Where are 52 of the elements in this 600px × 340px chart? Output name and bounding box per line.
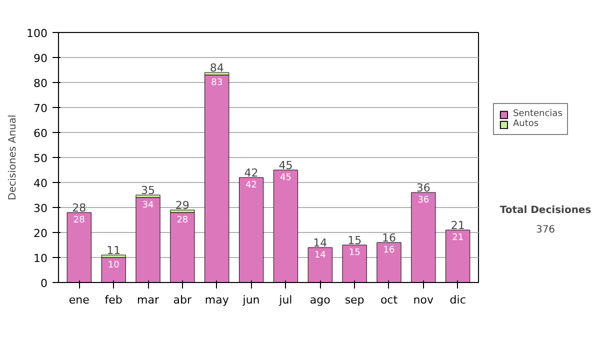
total-label: 29 xyxy=(175,199,190,212)
y-tick-label: 40 xyxy=(34,177,48,190)
data-label: 15 xyxy=(348,248,360,258)
total-label: 42 xyxy=(244,166,258,180)
total-label: 11 xyxy=(106,244,121,257)
data-label: 42 xyxy=(246,180,258,190)
total-label: 14 xyxy=(313,236,328,250)
y-tick-label: 60 xyxy=(34,127,48,140)
data-label: 16 xyxy=(383,246,395,256)
total-label: 45 xyxy=(278,159,293,172)
x-tick-label: jul xyxy=(278,294,292,306)
x-tick-label: dic xyxy=(450,294,466,306)
x-tick-label: sep xyxy=(344,294,364,306)
total-label: 35 xyxy=(141,184,156,197)
text: Total Decisiones xyxy=(500,205,592,216)
total-label: 21 xyxy=(450,219,465,232)
y-tick-label: 80 xyxy=(34,77,48,90)
y-axis-title: Decisiones Anual xyxy=(8,114,19,200)
total-label: 28 xyxy=(72,202,86,214)
data-label: 21 xyxy=(452,233,464,243)
text: 376 xyxy=(536,224,556,236)
data-label: 10 xyxy=(108,260,120,270)
total-label: 16 xyxy=(382,232,396,244)
y-tick-label: 10 xyxy=(34,252,48,265)
x-tick-label: nov xyxy=(413,294,434,306)
data-label: 34 xyxy=(142,200,154,210)
total-label: 36 xyxy=(416,182,430,194)
y-tick-label: 70 xyxy=(34,102,48,115)
x-tick-label: oct xyxy=(380,294,398,306)
data-label: 28 xyxy=(176,216,188,226)
y-tick-label: 0 xyxy=(40,277,48,290)
legend-label: Autos xyxy=(513,119,539,129)
total-label: 84 xyxy=(210,62,224,74)
x-tick-label: feb xyxy=(104,294,122,306)
x-tick-label: abr xyxy=(173,294,192,306)
x-tick-label: ene xyxy=(68,294,90,306)
x-tick-label: may xyxy=(204,294,230,306)
x-tick-label: ago xyxy=(310,294,331,306)
y-tick-label: 100 xyxy=(26,27,48,40)
x-tick-label: mar xyxy=(137,294,160,306)
data-label: 83 xyxy=(211,78,223,88)
data-label: 14 xyxy=(314,250,326,260)
data-label: 36 xyxy=(418,196,430,206)
y-tick-label: 50 xyxy=(34,152,48,165)
legend-label: Sentencias xyxy=(513,109,562,119)
y-tick-label: 30 xyxy=(34,202,48,215)
data-label: 28 xyxy=(73,216,86,226)
y-tick-label: 20 xyxy=(34,227,48,240)
data-label: 45 xyxy=(280,173,292,183)
total-label: 15 xyxy=(348,234,362,247)
x-tick-label: jun xyxy=(242,294,260,306)
y-tick-label: 90 xyxy=(34,52,48,65)
